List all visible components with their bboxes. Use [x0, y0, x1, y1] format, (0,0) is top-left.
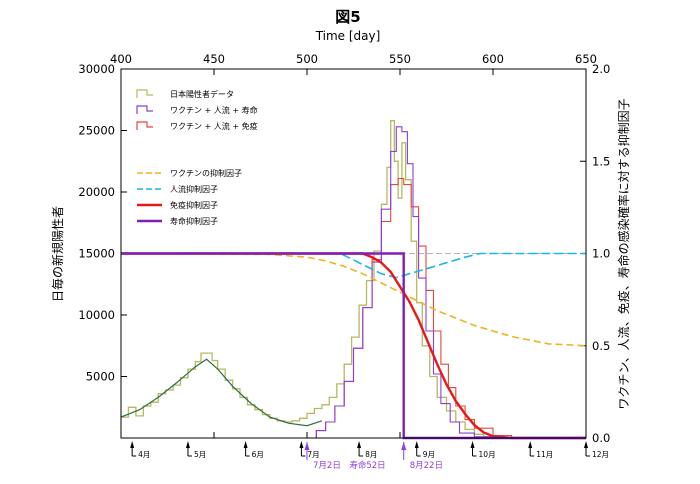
date-annotations: 7月2日 寿命52日 8月22日 — [304, 442, 443, 471]
series-model-life — [307, 126, 586, 439]
legend-label-vaccine_factor: ワクチンの抑制因子 — [170, 168, 242, 178]
y-right-tick-label: 2.0 — [592, 62, 610, 76]
legend-swatch-model_immunity — [136, 121, 153, 130]
legend-label-observed: 日本陽性者データ — [170, 89, 234, 99]
x-tick-label: 400 — [110, 52, 132, 66]
legend-label-immunity_factor: 免疫抑制因子 — [170, 200, 218, 210]
y-left-tick-label: 25000 — [78, 124, 115, 138]
month-markers: 4月 5月 6月 7月 8月 9月 10月 11月 12月 — [130, 441, 609, 459]
y-right-tick-label: 1.5 — [592, 154, 610, 168]
month-arrow — [470, 441, 475, 448]
month-arrow — [243, 441, 248, 448]
y-right-tick-label: 0.0 — [592, 431, 610, 445]
x-tick-label: 650 — [575, 52, 597, 66]
y-right-tick-label: 0.5 — [592, 339, 610, 353]
month-arrow — [528, 441, 533, 448]
legend-label-model_life: ワクチン + 人流 + 寿命 — [170, 105, 258, 115]
annotation-arrow — [401, 442, 407, 450]
series-mobility-factor — [121, 252, 586, 279]
y-axis-left-title: 日毎の新規陽性者 — [50, 206, 65, 302]
month-label: 11月 — [536, 450, 553, 459]
y-axis-right-title: ワクチン、人流、免疫、寿命の感染確率に対する抑制因子 — [616, 98, 631, 409]
month-arrow — [357, 441, 362, 448]
annotation-label: 7月2日 寿命52日 — [313, 460, 386, 471]
month-arrow — [414, 441, 419, 448]
series-trend — [120, 358, 323, 427]
month-label: 10月 — [479, 450, 496, 459]
legend-label-life_factor: 寿命抑制因子 — [170, 216, 218, 226]
annotation-label: 8月22日 — [410, 461, 443, 471]
series-vaccine-factor — [120, 252, 587, 347]
plot-frame — [120, 68, 587, 439]
month-label: 12月 — [592, 450, 609, 459]
month-label: 4月 — [138, 450, 150, 459]
y-left-tick-label: 15000 — [78, 247, 115, 261]
month-label: 8月 — [365, 450, 377, 459]
legend-label-mobility_factor: 人流抑制因子 — [170, 184, 218, 194]
month-label: 9月 — [423, 450, 435, 459]
legend-swatch-model_life — [136, 105, 153, 114]
x-tick-label: 550 — [389, 52, 411, 66]
axis-ticks: 400 450 500 550 600 650 5000 10000 15000 20000 250… — [78, 52, 610, 445]
legend-swatch-observed — [136, 89, 153, 98]
chart-title: 図5 — [335, 8, 360, 26]
x-tick-label: 500 — [296, 52, 318, 66]
y-left-tick-label: 5000 — [86, 370, 115, 384]
month-label: 5月 — [194, 450, 206, 459]
month-arrow — [584, 441, 588, 448]
series-immunity-factor — [121, 252, 586, 440]
y-left-tick-label: 30000 — [78, 62, 115, 76]
x-tick-label: 600 — [482, 52, 504, 66]
y-left-tick-label: 10000 — [78, 308, 115, 322]
series-life-factor — [121, 252, 586, 440]
x-tick-label: 450 — [203, 52, 225, 66]
month-label: 7月 — [307, 450, 319, 459]
month-arrow — [130, 441, 135, 448]
annotation-arrow — [304, 442, 310, 450]
y-right-tick-label: 1.0 — [592, 247, 610, 261]
month-arrow — [185, 441, 190, 448]
month-label: 6月 — [252, 450, 264, 459]
x-axis-title: Time [day] — [315, 29, 381, 43]
y-left-tick-label: 20000 — [78, 185, 115, 199]
legend-label-model_immunity: ワクチン + 人流 + 免疫 — [170, 121, 258, 131]
month-arrow — [299, 441, 304, 448]
